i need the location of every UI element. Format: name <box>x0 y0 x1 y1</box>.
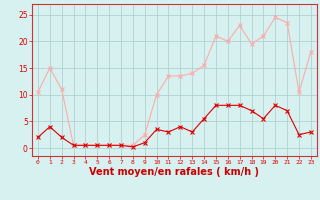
X-axis label: Vent moyen/en rafales ( km/h ): Vent moyen/en rafales ( km/h ) <box>89 167 260 177</box>
